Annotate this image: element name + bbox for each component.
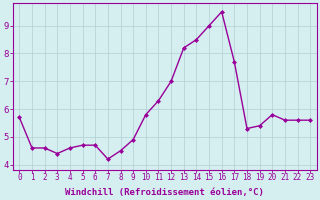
- X-axis label: Windchill (Refroidissement éolien,°C): Windchill (Refroidissement éolien,°C): [65, 188, 264, 197]
